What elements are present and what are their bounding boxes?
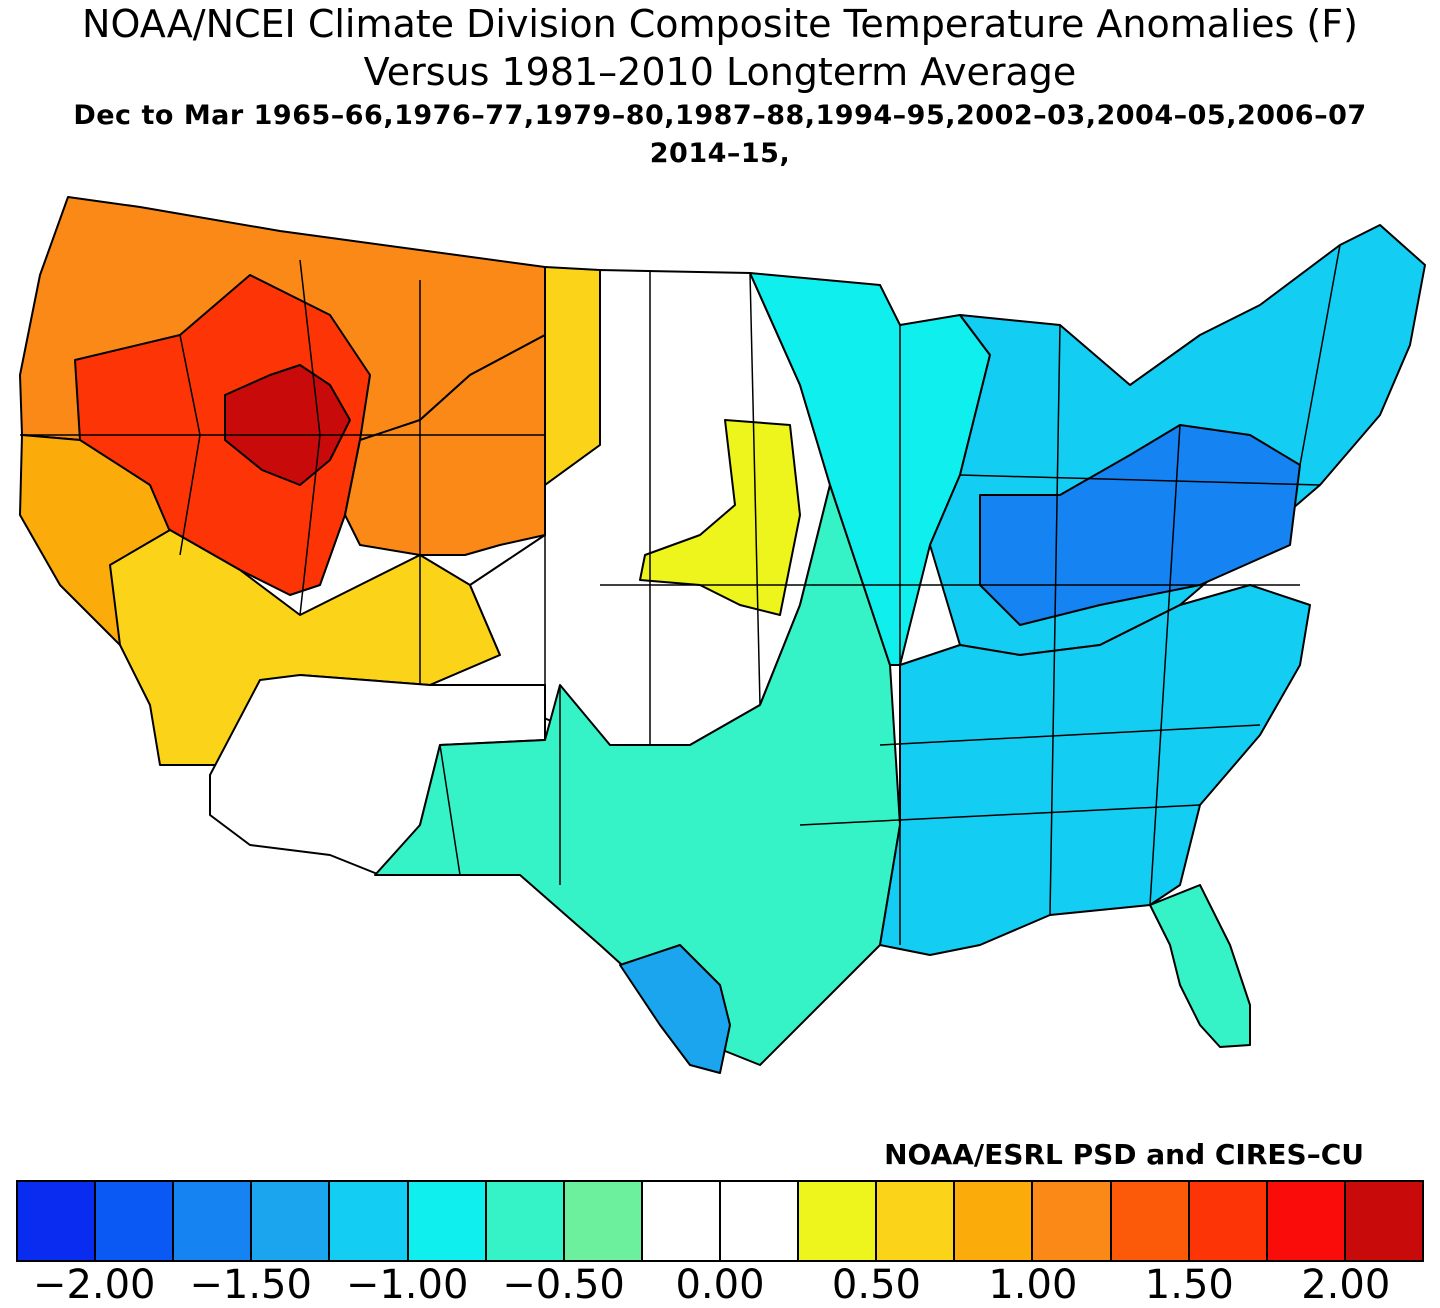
region-florida <box>1149 884 1251 1048</box>
legend-tick-label: 1.50 <box>1144 1262 1234 1308</box>
legend-tick-label: 1.00 <box>988 1262 1078 1308</box>
composite-years-line-2: 2014–15, <box>649 138 791 169</box>
legend-swatch <box>252 1182 331 1260</box>
map-title: NOAA/NCEI Climate Division Composite Tem… <box>82 2 1358 46</box>
legend-swatch <box>96 1182 175 1260</box>
composite-years-line-1: Dec to Mar 1965–66,1976–77,1979–80,1987–… <box>73 100 1367 131</box>
legend-swatch <box>1033 1182 1112 1260</box>
legend-swatch <box>564 1182 643 1260</box>
legend-swatch <box>642 1182 721 1260</box>
legend-swatch <box>330 1182 409 1260</box>
legend-swatch <box>174 1182 253 1260</box>
legend-swatch <box>1345 1182 1422 1260</box>
legend-swatch <box>1189 1182 1268 1260</box>
legend-tick-label: −1.50 <box>189 1262 312 1308</box>
legend-swatch <box>486 1182 565 1260</box>
color-scale-tick-labels: −2.00 −1.50 −1.00 −0.50 0.00 0.50 1.00 1.50 2.00 <box>16 1262 1424 1308</box>
legend-swatch <box>799 1182 878 1260</box>
region-southeast <box>879 584 1311 956</box>
legend-tick-label: −1.00 <box>345 1262 469 1308</box>
region-northern-rockies <box>344 334 546 556</box>
legend-swatch <box>18 1182 97 1260</box>
legend-swatch <box>408 1182 487 1260</box>
data-source-credit: NOAA/ESRL PSD and CIRES–CU <box>884 1138 1364 1171</box>
us-climate-division-map <box>19 196 1426 1074</box>
map-subtitle: Versus 1981–2010 Longterm Average <box>363 50 1077 94</box>
region-ohio-valley-northeast <box>979 424 1301 626</box>
legend-swatch <box>1111 1182 1190 1260</box>
region-snake-river-core <box>224 364 351 486</box>
legend-tick-label: −0.50 <box>502 1262 625 1308</box>
legend-tick-label: −2.00 <box>32 1262 156 1308</box>
legend-swatch <box>720 1182 800 1260</box>
legend-tick-label: 0.50 <box>831 1262 921 1308</box>
color-scale-legend <box>16 1180 1424 1262</box>
legend-swatch <box>955 1182 1034 1260</box>
legend-swatch <box>877 1182 956 1260</box>
legend-tick-label: 2.00 <box>1301 1262 1391 1308</box>
legend-swatch <box>1267 1182 1346 1260</box>
region-south-texas <box>619 944 731 1074</box>
legend-tick-label: 0.00 <box>675 1262 765 1308</box>
